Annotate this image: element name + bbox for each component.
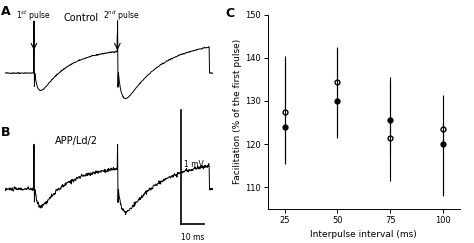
- Text: B: B: [0, 126, 10, 139]
- Text: 10 ms: 10 ms: [181, 234, 204, 243]
- Text: 1 mV: 1 mV: [184, 160, 204, 169]
- Text: 2$^{nd}$ pulse: 2$^{nd}$ pulse: [103, 8, 139, 23]
- Y-axis label: Facilitation (% of the first pulse): Facilitation (% of the first pulse): [233, 39, 242, 184]
- Text: APP/Ld/2: APP/Ld/2: [55, 136, 98, 146]
- Text: A: A: [0, 5, 10, 18]
- Text: 1$^{st}$ pulse: 1$^{st}$ pulse: [16, 8, 51, 23]
- Text: C: C: [226, 7, 235, 20]
- Text: Control: Control: [63, 13, 98, 23]
- X-axis label: Interpulse interval (ms): Interpulse interval (ms): [310, 230, 417, 240]
